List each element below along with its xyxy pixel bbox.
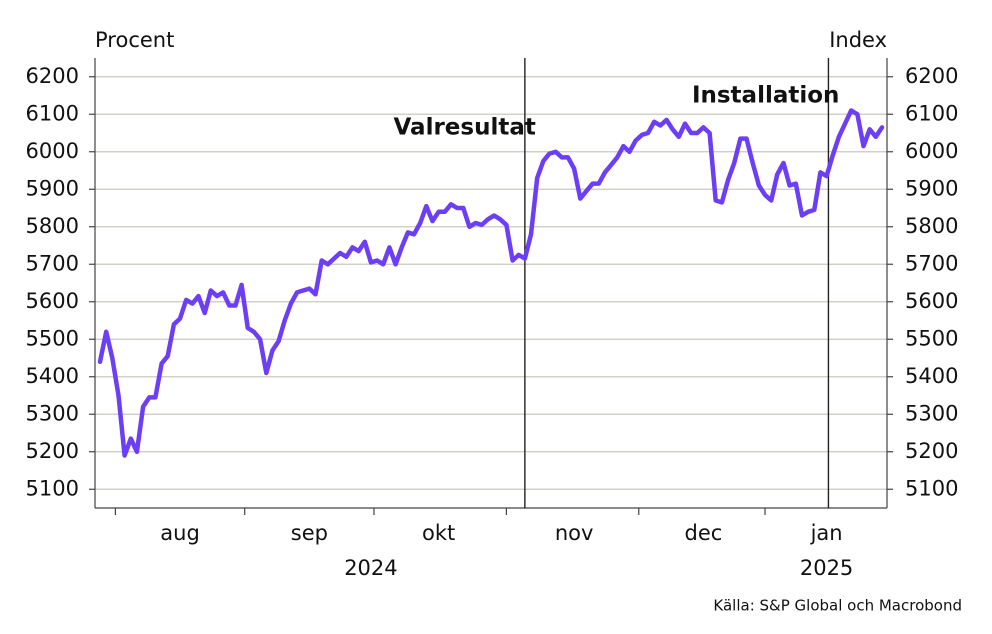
- y-tick-label: 5500: [26, 326, 79, 350]
- x-tick-label: okt: [422, 521, 455, 545]
- y-tick-label: 6000: [26, 139, 79, 163]
- y2-tick-label: 5600: [905, 289, 958, 313]
- event-label: Installation: [692, 83, 839, 109]
- x-tick-label: aug: [160, 521, 200, 545]
- y2-tick-label: 6100: [905, 101, 958, 125]
- y2-tick-label: 5200: [905, 439, 958, 463]
- y-tick-label: 5300: [26, 401, 79, 425]
- year-label: 2025: [800, 556, 853, 580]
- y-tick-label: 6100: [26, 101, 79, 125]
- year-label: 2024: [344, 556, 397, 580]
- series-line: [97, 108, 885, 458]
- event-label: Valresultat: [394, 115, 536, 141]
- x-tick-label: jan: [810, 521, 843, 545]
- y2-tick-label: 6200: [905, 64, 958, 88]
- y2-tick-label: 5500: [905, 326, 958, 350]
- y2-tick-label: 5400: [905, 364, 958, 388]
- y-tick-label: 5700: [26, 251, 79, 275]
- y2-tick-label: 5300: [905, 401, 958, 425]
- y2-axis-label: Index: [829, 28, 887, 52]
- y2-tick-label: 5100: [905, 476, 958, 500]
- y2-tick-label: 6000: [905, 139, 958, 163]
- y-tick-label: 5200: [26, 439, 79, 463]
- y-axis-label: Procent: [95, 28, 174, 52]
- y-tick-label: 6200: [26, 64, 79, 88]
- y2-tick-label: 5900: [905, 176, 958, 200]
- y-tick-label: 5600: [26, 289, 79, 313]
- y-tick-label: 5400: [26, 364, 79, 388]
- y-tick-label: 5100: [26, 476, 79, 500]
- y2-tick-label: 5800: [905, 214, 958, 238]
- x-tick-label: nov: [555, 521, 594, 545]
- x-tick-label: dec: [685, 521, 723, 545]
- x-tick-label: sep: [291, 521, 328, 545]
- source: Källa: S&P Global och Macrobond: [713, 597, 962, 615]
- y-tick-label: 5800: [26, 214, 79, 238]
- y2-tick-label: 5700: [905, 251, 958, 275]
- y-tick-label: 5900: [26, 176, 79, 200]
